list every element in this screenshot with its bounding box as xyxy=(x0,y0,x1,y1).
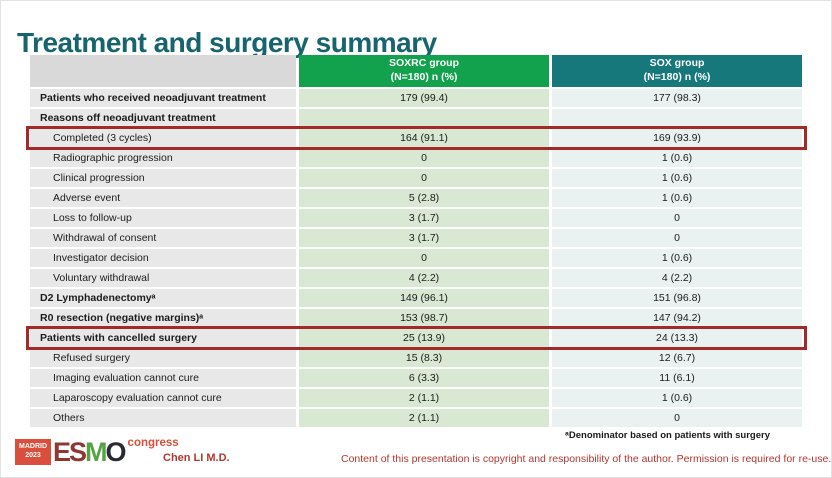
row-label: Clinical progression xyxy=(30,169,296,189)
logo-venue: MADRID xyxy=(19,443,47,450)
row-label: Imaging evaluation cannot cure xyxy=(30,369,296,389)
row-label: Refused surgery xyxy=(30,349,296,369)
table-body: Patients who received neoadjuvant treatm… xyxy=(26,89,807,429)
sox-value: 0 xyxy=(552,229,802,249)
esmo-congress-logo: MADRID 2023 ESMO congress xyxy=(15,436,179,467)
table-row: D2 Lymphadenectomyᵃ 149 (96.1) 151 (96.8) xyxy=(30,289,802,309)
table-row: Reasons off neoadjuvant treatment xyxy=(30,109,802,129)
table-row: Adverse event 5 (2.8) 1 (0.6) xyxy=(30,189,802,209)
sox-value: 0 xyxy=(552,209,802,229)
table-row: Voluntary withdrawal 4 (2.2) 4 (2.2) xyxy=(30,269,802,289)
esmo-wordmark: ESMO xyxy=(53,436,127,467)
soxrc-value: 2 (1.1) xyxy=(299,409,549,429)
sox-value: 169 (93.9) xyxy=(552,129,802,149)
soxrc-value: 15 (8.3) xyxy=(299,349,549,369)
soxrc-value: 0 xyxy=(299,149,549,169)
table-row: Refused surgery 15 (8.3) 12 (6.7) xyxy=(30,349,802,369)
esmo-letter-m: M xyxy=(85,436,107,467)
soxrc-value: 179 (99.4) xyxy=(299,89,549,109)
soxrc-value: 164 (91.1) xyxy=(299,129,549,149)
row-label: Patients with cancelled surgery xyxy=(30,329,296,349)
sox-value: 1 (0.6) xyxy=(552,389,802,409)
row-label: Reasons off neoadjuvant treatment xyxy=(30,109,296,129)
soxrc-value: 3 (1.7) xyxy=(299,209,549,229)
row-label: Completed (3 cycles) xyxy=(30,129,296,149)
table-row: Others 2 (1.1) 0 xyxy=(30,409,802,429)
row-label: Radiographic progression xyxy=(30,149,296,169)
table-row: Investigator decision 0 1 (0.6) xyxy=(30,249,802,269)
presenter-name: Chen LI M.D. xyxy=(163,452,230,464)
soxrc-value: 0 xyxy=(299,249,549,269)
sox-value: 4 (2.2) xyxy=(552,269,802,289)
soxrc-group-sub: (N=180) n (%) xyxy=(390,71,458,83)
sox-group-sub: (N=180) n (%) xyxy=(643,71,711,83)
soxrc-value: 149 (96.1) xyxy=(299,289,549,309)
row-label: Others xyxy=(30,409,296,429)
row-label: Patients who received neoadjuvant treatm… xyxy=(30,89,296,109)
table-row: Completed (3 cycles) 164 (91.1) 169 (93.9) xyxy=(26,126,807,150)
summary-table: SOXRC group (N=180) n (%) SOX group (N=1… xyxy=(26,55,807,429)
soxrc-value: 3 (1.7) xyxy=(299,229,549,249)
sox-value: 1 (0.6) xyxy=(552,149,802,169)
sox-value: 24 (13.3) xyxy=(552,329,802,349)
copyright-notice: Content of this presentation is copyrigh… xyxy=(341,453,832,465)
madrid-2023-badge: MADRID 2023 xyxy=(15,439,51,465)
sox-value: 177 (98.3) xyxy=(552,89,802,109)
soxrc-value: 25 (13.9) xyxy=(299,329,549,349)
row-label: D2 Lymphadenectomyᵃ xyxy=(30,289,296,309)
row-label: Voluntary withdrawal xyxy=(30,269,296,289)
soxrc-value: 6 (3.3) xyxy=(299,369,549,389)
table-row: R0 resection (negative margins)ᵃ 153 (98.… xyxy=(30,309,802,329)
table-row: Imaging evaluation cannot cure 6 (3.3) 11 … xyxy=(30,369,802,389)
table-row: Clinical progression 0 1 (0.6) xyxy=(30,169,802,189)
logo-year: 2023 xyxy=(25,451,41,459)
row-label: Withdrawal of consent xyxy=(30,229,296,249)
sox-value: 12 (6.7) xyxy=(552,349,802,369)
table-row: Withdrawal of consent 3 (1.7) 0 xyxy=(30,229,802,249)
table-row: Loss to follow-up 3 (1.7) 0 xyxy=(30,209,802,229)
soxrc-value: 0 xyxy=(299,169,549,189)
sox-value: 151 (96.8) xyxy=(552,289,802,309)
sox-value: 147 (94.2) xyxy=(552,309,802,329)
sox-value: 0 xyxy=(552,409,802,429)
table-row: Patients who received neoadjuvant treatm… xyxy=(30,89,802,109)
esmo-letter-o: O xyxy=(105,436,127,467)
row-label: Laparoscopy evaluation cannot cure xyxy=(30,389,296,409)
row-label: Investigator decision xyxy=(30,249,296,269)
row-label: Adverse event xyxy=(30,189,296,209)
sox-value xyxy=(552,109,802,129)
congress-label: congress xyxy=(127,436,179,449)
table-header: SOXRC group (N=180) n (%) SOX group (N=1… xyxy=(30,55,802,89)
sox-value: 1 (0.6) xyxy=(552,169,802,189)
sox-value: 11 (6.1) xyxy=(552,369,802,389)
esmo-letter-e: E xyxy=(53,436,71,467)
soxrc-group-name: SOXRC group xyxy=(389,57,459,70)
label-column-header xyxy=(30,55,296,89)
table-row: Patients with cancelled surgery 25 (13.9)… xyxy=(26,326,807,350)
soxrc-value: 5 (2.8) xyxy=(299,189,549,209)
table-row: Radiographic progression 0 1 (0.6) xyxy=(30,149,802,169)
col-header-soxrc: SOXRC group (N=180) n (%) xyxy=(299,55,549,89)
sox-value: 1 (0.6) xyxy=(552,249,802,269)
row-label: Loss to follow-up xyxy=(30,209,296,229)
soxrc-value: 4 (2.2) xyxy=(299,269,549,289)
table-footnote: ᵃDenominator based on patients with surg… xyxy=(565,430,770,441)
sox-group-name: SOX group xyxy=(649,57,705,70)
soxrc-value: 153 (98.7) xyxy=(299,309,549,329)
row-label: R0 resection (negative margins)ᵃ xyxy=(30,309,296,329)
col-header-sox: SOX group (N=180) n (%) xyxy=(552,55,802,89)
soxrc-value: 2 (1.1) xyxy=(299,389,549,409)
soxrc-value xyxy=(299,109,549,129)
table-row: Laparoscopy evaluation cannot cure 2 (1.1… xyxy=(30,389,802,409)
sox-value: 1 (0.6) xyxy=(552,189,802,209)
page-title: Treatment and surgery summary xyxy=(17,26,437,58)
esmo-letter-s: S xyxy=(69,436,87,467)
